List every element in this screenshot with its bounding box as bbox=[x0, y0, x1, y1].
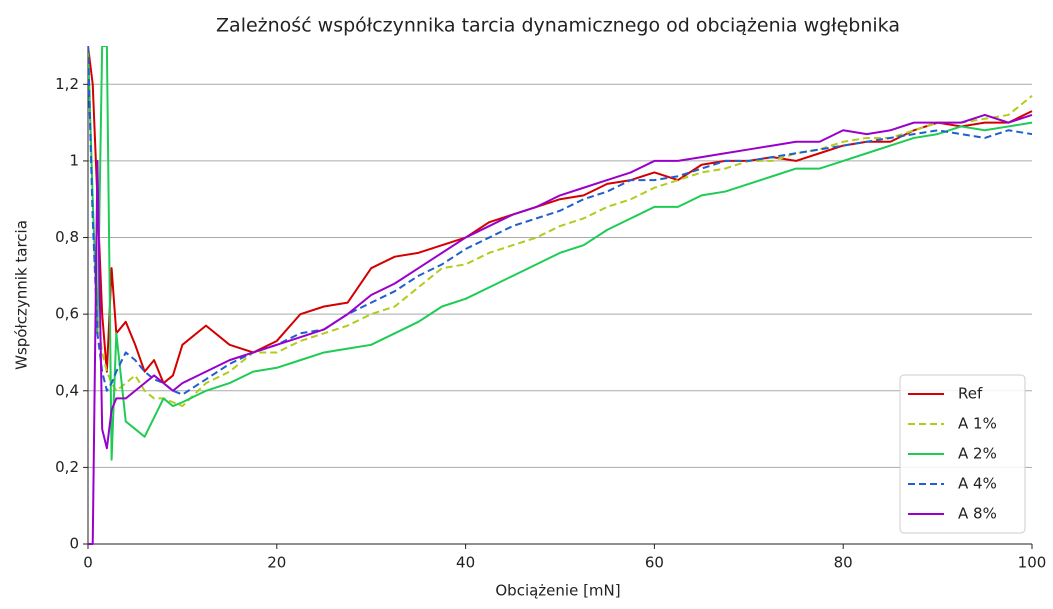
series-line bbox=[88, 113, 1033, 545]
legend-box bbox=[899, 374, 1026, 534]
y-tick-label: 0,6 bbox=[55, 305, 79, 323]
x-tick-label: 0 bbox=[83, 554, 93, 572]
y-tick-label: 0 bbox=[69, 535, 79, 553]
y-tick-label: 0,2 bbox=[55, 458, 79, 476]
series-line bbox=[88, 46, 1033, 461]
series-line bbox=[88, 46, 1033, 385]
plot-area bbox=[88, 46, 1033, 545]
x-tick-label: 100 bbox=[1018, 554, 1047, 572]
x-tick-label: 40 bbox=[456, 554, 475, 572]
legend-label: A 2% bbox=[958, 445, 997, 463]
y-axis-label: Współczynnik tarcia bbox=[13, 220, 31, 370]
x-tick-label: 20 bbox=[267, 554, 286, 572]
legend-label: A 4% bbox=[958, 475, 997, 493]
y-tick-label: 1 bbox=[69, 151, 79, 169]
legend-label: A 8% bbox=[958, 505, 997, 523]
legend-label: A 1% bbox=[958, 415, 997, 433]
series-line bbox=[88, 46, 1033, 396]
series-line bbox=[88, 46, 1033, 408]
chart-title: Zależność współczynnika tarcia dynamiczn… bbox=[216, 15, 900, 37]
legend-label: Ref bbox=[958, 385, 983, 403]
y-tick-label: 0,8 bbox=[55, 228, 79, 246]
y-tick-label: 1,2 bbox=[55, 75, 79, 93]
x-tick-label: 60 bbox=[645, 554, 664, 572]
x-axis-label: Obciążenie [mN] bbox=[495, 582, 620, 600]
x-tick-label: 80 bbox=[834, 554, 853, 572]
y-tick-label: 0,4 bbox=[55, 381, 79, 399]
